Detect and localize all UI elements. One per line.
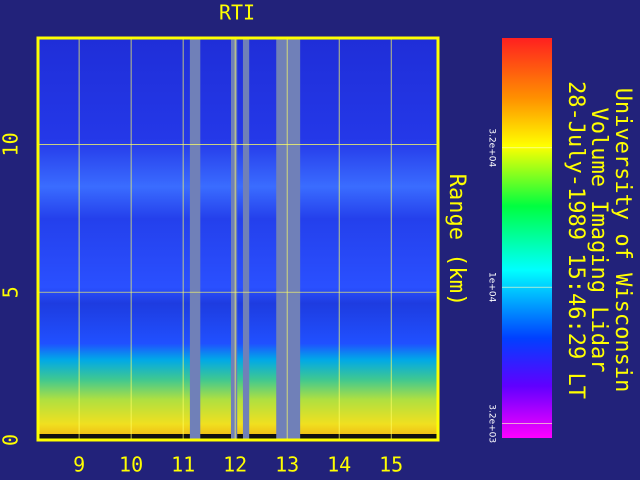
colorbar-tick-label: 3.2e+03 bbox=[487, 404, 497, 443]
colorbar-tick-label: 3.2e+04 bbox=[487, 128, 497, 167]
annotation: 28-July-1989 15:46:29 LT bbox=[563, 81, 588, 399]
no-data-band bbox=[230, 38, 238, 440]
x-tick-label: 13 bbox=[275, 453, 299, 477]
y-tick-label: 0 bbox=[0, 434, 23, 446]
y-axis-label: Range (km) bbox=[444, 174, 469, 306]
annotation: University of Wisconsin bbox=[610, 88, 635, 393]
no-data-band bbox=[189, 38, 201, 440]
colorbar bbox=[502, 38, 552, 438]
x-tick-label: 10 bbox=[119, 453, 143, 477]
x-tick-label: 11 bbox=[171, 453, 195, 477]
y-tick-label: 10 bbox=[0, 132, 23, 156]
x-tick-label: 15 bbox=[379, 453, 403, 477]
chart-title: RTI bbox=[219, 1, 255, 25]
heatmap-image bbox=[38, 38, 438, 440]
no-data-band bbox=[242, 38, 250, 440]
annotation: Volume Imaging Lidar bbox=[586, 108, 611, 373]
x-tick-label: 9 bbox=[73, 453, 85, 477]
y-tick-label: 5 bbox=[0, 286, 23, 298]
ground-band bbox=[38, 434, 438, 439]
x-tick-label: 14 bbox=[327, 453, 351, 477]
x-tick-label: 12 bbox=[223, 453, 247, 477]
colorbar-tick-label: 1e+04 bbox=[487, 272, 497, 303]
no-data-band bbox=[276, 38, 301, 440]
plot-frame bbox=[36, 36, 440, 442]
